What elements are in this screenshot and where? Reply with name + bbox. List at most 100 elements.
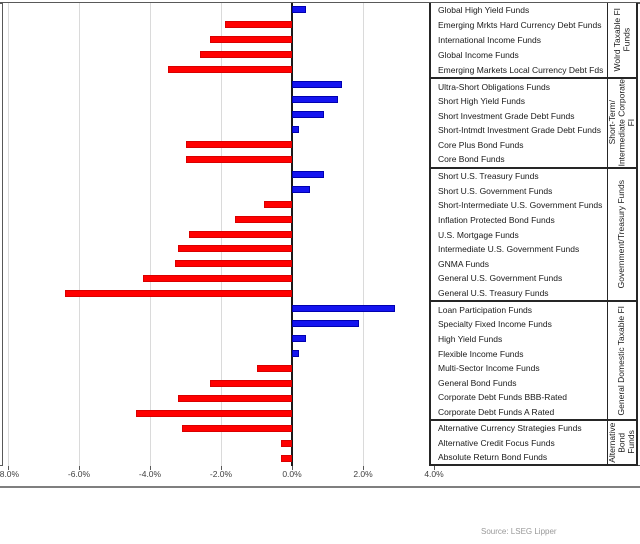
fund-label: Short U.S. Government Funds bbox=[438, 185, 553, 196]
bar-positive bbox=[292, 81, 342, 89]
fund-label: Short-Intmdt Investment Grade Debt Funds bbox=[438, 125, 601, 136]
gridline bbox=[8, 3, 9, 466]
fund-label: Intermediate U.S. Government Funds bbox=[438, 244, 580, 255]
bar-negative bbox=[235, 215, 292, 223]
fund-label: Alternative Currency Strategies Funds bbox=[438, 423, 582, 434]
x-axis-tick bbox=[434, 466, 435, 470]
bar-negative bbox=[210, 36, 292, 44]
bar-negative bbox=[135, 409, 292, 417]
group-name: Wolrd Taxable FI Funds bbox=[611, 8, 632, 72]
bar-positive bbox=[292, 185, 310, 193]
fund-label: Global Income Funds bbox=[438, 50, 519, 60]
fund-label: General U.S. Government Funds bbox=[438, 273, 563, 284]
fund-label: Ultra-Short Obligations Funds bbox=[438, 81, 550, 92]
fund-group-row: Global High Yield Funds Emerging Mrkts Ha… bbox=[431, 3, 636, 78]
x-axis-tick bbox=[150, 466, 151, 470]
fund-label: Specialty Fixed Income Funds bbox=[438, 319, 552, 330]
zero-axis-line bbox=[291, 3, 293, 466]
fund-label: International Income Funds bbox=[438, 35, 542, 46]
fund-label: Short U.S. Treasury Funds bbox=[438, 171, 539, 181]
x-axis-tick bbox=[79, 466, 80, 470]
category-label-table: Global High Yield Funds Emerging Mrkts Ha… bbox=[429, 3, 638, 466]
fund-label: GNMA Funds bbox=[438, 258, 490, 269]
plot-area bbox=[3, 3, 429, 466]
gridline bbox=[79, 3, 80, 466]
bar-negative bbox=[181, 424, 292, 432]
bar-negative bbox=[64, 290, 292, 298]
x-axis-tick bbox=[292, 466, 293, 470]
fund-group-row: Ultra-Short Obligations Funds Short High … bbox=[431, 77, 636, 167]
fund-label: Alternative Credit Focus Funds bbox=[438, 437, 555, 448]
fund-label: Global High Yield Funds bbox=[438, 5, 530, 16]
x-axis-tick bbox=[221, 466, 222, 470]
fund-label: Inflation Protected Bond Funds bbox=[438, 214, 555, 225]
x-axis-tick-label: 0.0% bbox=[282, 469, 302, 479]
fund-label: Multi-Sector Income Funds bbox=[438, 363, 540, 374]
bar-negative bbox=[210, 379, 292, 387]
group-name-cell: Wolrd Taxable FI Funds bbox=[607, 3, 636, 78]
fund-label-column: Global High Yield Funds Emerging Mrkts Ha… bbox=[431, 3, 607, 77]
fund-label: Loan Participation Funds bbox=[438, 304, 533, 315]
fund-group-row: Loan Participation Funds Specialty Fixed … bbox=[431, 300, 636, 420]
bar-positive bbox=[292, 96, 339, 104]
bar-negative bbox=[178, 394, 292, 402]
fund-label: Short Investment Grade Debt Funds bbox=[438, 110, 575, 121]
x-axis-tick-label: -6.0% bbox=[67, 469, 91, 479]
group-name-cell: Alternative Bond Funds bbox=[607, 421, 636, 464]
fund-label: General U.S. Treasury Funds bbox=[438, 288, 549, 298]
gridline bbox=[150, 3, 151, 466]
fund-label-column: Loan Participation Funds Specialty Fixed … bbox=[431, 302, 607, 419]
x-axis-tick-label: -4.0% bbox=[138, 469, 162, 479]
bar-positive bbox=[292, 6, 307, 14]
bar-negative bbox=[281, 439, 292, 447]
fund-label: Short High Yield Funds bbox=[438, 96, 525, 107]
fund-group-row: Short U.S. Treasury Funds Short U.S. Gove… bbox=[431, 166, 636, 301]
bar-negative bbox=[142, 275, 292, 283]
group-name: General Domestic Taxable FI bbox=[616, 306, 627, 416]
fund-label: Short-Intermediate U.S. Government Funds bbox=[438, 200, 603, 211]
x-axis-tick-label: 2.0% bbox=[353, 469, 373, 479]
fund-label: Absolute Return Bond Funds bbox=[438, 451, 548, 462]
bar-positive bbox=[292, 335, 307, 343]
bar-negative bbox=[185, 155, 292, 163]
group-name: Short-Term/ Intermediate Corporate FI bbox=[606, 79, 636, 167]
bar-negative bbox=[281, 454, 292, 462]
group-name-cell: General Domestic Taxable FI bbox=[607, 302, 636, 420]
source-text: Source: LSEG Lipper bbox=[481, 527, 557, 536]
gridline bbox=[363, 3, 364, 466]
fund-label: Emerging Mrkts Hard Currency Debt Funds bbox=[438, 20, 602, 31]
fund-label: High Yield Funds bbox=[438, 333, 503, 344]
bar-negative bbox=[224, 21, 292, 29]
bar-negative bbox=[167, 66, 292, 74]
group-name-cell: Government/Treasury Funds bbox=[607, 168, 636, 301]
fund-label-column: Alternative Currency Strategies Funds Alt… bbox=[431, 421, 607, 464]
bar-positive bbox=[292, 349, 300, 357]
fund-label: General Bond Funds bbox=[438, 377, 517, 388]
bar-negative bbox=[263, 200, 292, 208]
bar-negative bbox=[199, 51, 292, 59]
bottom-divider-line bbox=[0, 486, 640, 488]
bar-negative bbox=[185, 140, 292, 148]
bar-positive bbox=[292, 111, 324, 119]
fund-label: U.S. Mortgage Funds bbox=[438, 229, 519, 240]
fund-label: Corporate Debt Funds A Rated bbox=[438, 406, 555, 417]
fund-label: Emerging Markets Local Currency Debt Fds bbox=[438, 64, 604, 75]
x-axis-tick-label: -8.0% bbox=[0, 469, 20, 479]
group-name: Government/Treasury Funds bbox=[616, 180, 627, 289]
fund-label: Core Bond Funds bbox=[438, 154, 505, 165]
group-name-cell: Short-Term/ Intermediate Corporate FI bbox=[606, 79, 636, 167]
fund-label: Flexible Income Funds bbox=[438, 348, 524, 359]
fund-label: Core Plus Bond Funds bbox=[438, 139, 524, 150]
bar-positive bbox=[292, 305, 395, 313]
bar-positive bbox=[292, 170, 324, 178]
bar-negative bbox=[174, 260, 292, 268]
bar-negative bbox=[178, 245, 292, 253]
fund-group-row: Alternative Currency Strategies Funds Alt… bbox=[431, 419, 636, 464]
x-axis-tick-label: -2.0% bbox=[209, 469, 233, 479]
bar-positive bbox=[292, 320, 360, 328]
group-name: Alternative Bond Funds bbox=[606, 422, 636, 463]
x-axis-tick bbox=[363, 466, 364, 470]
fund-label: Corporate Debt Funds BBB-Rated bbox=[438, 392, 567, 403]
x-axis-tick-label: 4.0% bbox=[424, 469, 444, 479]
